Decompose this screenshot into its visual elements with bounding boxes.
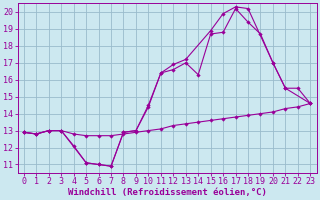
X-axis label: Windchill (Refroidissement éolien,°C): Windchill (Refroidissement éolien,°C): [68, 188, 267, 197]
